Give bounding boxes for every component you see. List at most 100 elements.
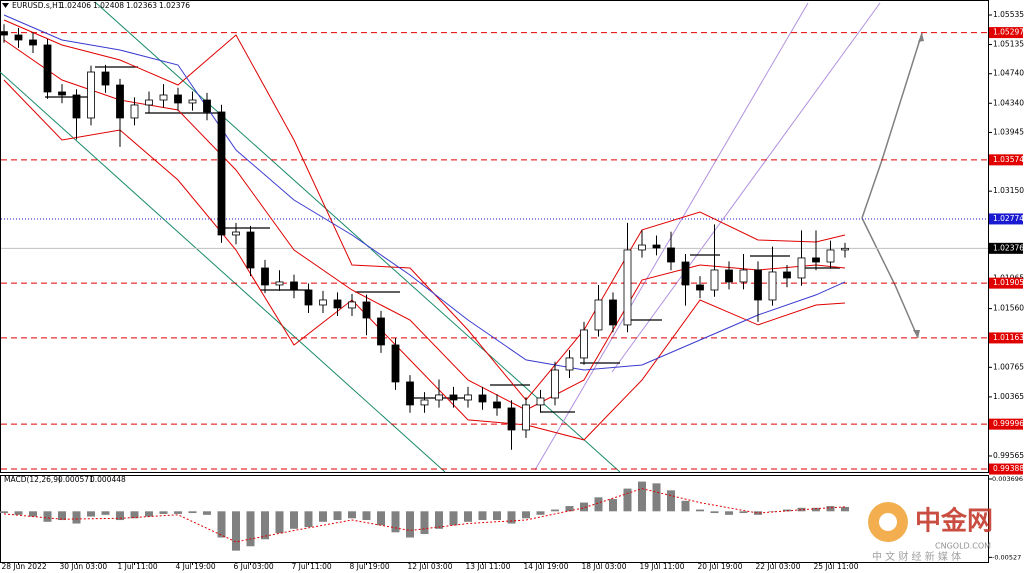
macd-bar xyxy=(261,511,269,540)
macd-bar xyxy=(290,511,298,529)
macd-bar xyxy=(449,511,458,526)
x-tick-label: 12 Jul 03:00 xyxy=(408,562,453,571)
macd-bar xyxy=(609,499,617,512)
macd-bar xyxy=(536,511,545,515)
macd-bar xyxy=(217,511,226,538)
macd-bar xyxy=(594,497,603,512)
x-tick-label: 4 Jul 19:00 xyxy=(176,562,216,571)
candle-body xyxy=(652,244,661,249)
macd-bar xyxy=(377,511,385,526)
candle-body xyxy=(232,231,240,236)
candle-body xyxy=(261,267,269,286)
candle-body xyxy=(768,271,777,301)
macd-bar xyxy=(29,511,37,517)
candle-body xyxy=(580,329,588,359)
price-frame xyxy=(0,0,989,473)
candle-body xyxy=(449,394,458,401)
watermark-tagline: 中 文 财 经 新 媒 体 xyxy=(872,550,961,563)
candle-body xyxy=(609,299,617,326)
x-tick-label: 6 Jul 03:00 xyxy=(234,562,274,571)
arrow-head xyxy=(918,33,924,42)
macd-bar xyxy=(493,511,501,521)
candle-body xyxy=(565,357,574,371)
indicator-line xyxy=(3,14,846,371)
y-tick-label: 1.03945 xyxy=(993,127,1024,136)
macd-bar xyxy=(420,511,429,535)
candle-body xyxy=(420,399,429,406)
x-tick-label: 1 Jul 11:00 xyxy=(118,562,158,571)
symbol-icon xyxy=(2,3,9,8)
macd-bar xyxy=(623,488,632,512)
y-tick-label: 1.01560 xyxy=(993,304,1024,313)
macd-bar xyxy=(362,511,371,521)
candle-body xyxy=(826,249,835,263)
candle-body xyxy=(725,269,733,283)
macd-bar xyxy=(43,511,52,522)
candle-body xyxy=(319,299,327,306)
macd-bar xyxy=(304,511,313,528)
candle-body xyxy=(101,71,110,86)
macd-bar xyxy=(580,502,588,512)
candle-body xyxy=(145,99,153,106)
candle-body xyxy=(29,39,37,46)
candle-body xyxy=(493,401,501,409)
candle-body xyxy=(159,94,168,101)
macd-bar xyxy=(638,481,646,512)
candle-body xyxy=(406,381,414,406)
macd-bar xyxy=(812,507,820,512)
candle-body xyxy=(377,317,385,346)
macd-bar xyxy=(797,507,806,512)
price-level-tag xyxy=(989,242,1023,254)
candle-body xyxy=(623,249,632,326)
macd-bar xyxy=(319,511,327,522)
x-tick-label: 13 Jul 11:00 xyxy=(466,562,511,571)
x-tick-label: 30 Jun 03:00 xyxy=(60,562,108,571)
y-tick-label: 1.05535 xyxy=(993,10,1024,19)
macd-bar xyxy=(522,511,530,519)
candle-body xyxy=(536,397,545,406)
macd-tick-label: -0.00527 xyxy=(992,553,1021,561)
candle-body xyxy=(87,71,95,119)
price-level-label: 1.01163 xyxy=(993,333,1024,342)
candle-body xyxy=(304,289,313,306)
indicator-line xyxy=(3,19,846,401)
x-tick-label: 18 Jul 03:00 xyxy=(582,562,627,571)
macd-bar xyxy=(232,511,240,551)
candle-body xyxy=(58,91,66,96)
macd-bar xyxy=(551,509,559,512)
price-level-label: 1.01905 xyxy=(993,278,1024,287)
price-level-tag xyxy=(989,332,1023,344)
channel-line xyxy=(0,71,446,473)
forecast-arrow xyxy=(861,217,919,339)
candle-body xyxy=(754,269,762,301)
candle-body xyxy=(14,34,23,41)
macd-bar xyxy=(333,511,342,521)
candle-body xyxy=(116,84,124,119)
macd-bar xyxy=(188,511,197,514)
price-level-label: 0.99388 xyxy=(993,464,1024,473)
macd-bar xyxy=(130,511,139,519)
macd-bar xyxy=(565,506,574,512)
candle-body xyxy=(638,244,646,251)
price-level-tag xyxy=(989,213,1023,225)
macd-bar xyxy=(710,511,719,514)
macd-bar xyxy=(72,511,81,524)
header-value: 1.02376 xyxy=(159,1,190,10)
candle-body xyxy=(391,344,400,383)
candle-body xyxy=(188,99,197,104)
header-value: 1.02408 xyxy=(93,1,124,10)
macd-bar xyxy=(783,509,791,512)
x-tick-label: 22 Jul 03:00 xyxy=(756,562,801,571)
candle-body xyxy=(290,281,298,291)
x-tick-label: 14 Jul 19:00 xyxy=(524,562,569,571)
macd-bar xyxy=(406,511,414,538)
candle-body xyxy=(43,44,52,93)
candle-body xyxy=(203,99,211,113)
candle-body xyxy=(130,104,139,119)
macd-value: 0.000571 xyxy=(58,475,94,484)
price-level-tag xyxy=(989,154,1023,166)
macd-bar xyxy=(725,511,733,515)
y-tick-label: 1.00765 xyxy=(993,362,1024,371)
macd-bar xyxy=(101,511,110,515)
